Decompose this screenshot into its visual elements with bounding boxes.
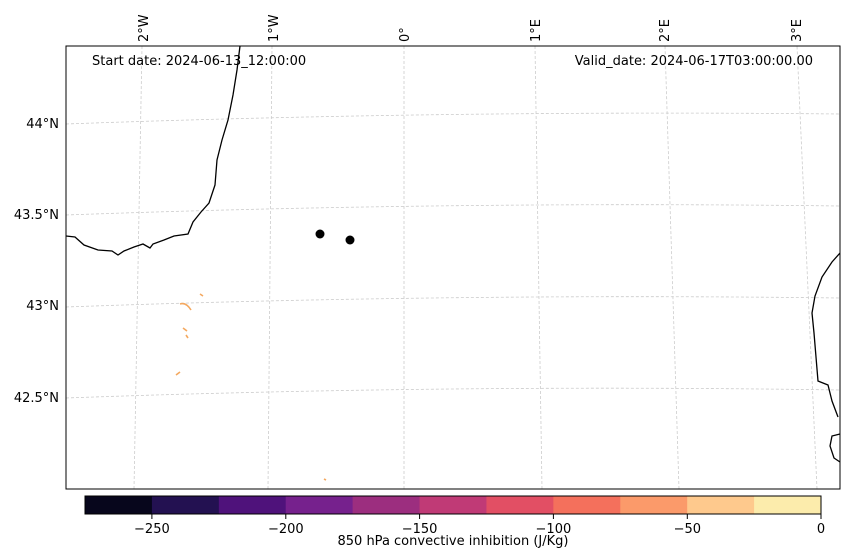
cin-patch (175, 371, 181, 376)
colorbar-label: 850 hPa convective inhibition (J/Kg) (338, 534, 569, 549)
cin-patch (179, 302, 192, 311)
start-date-label: Start date: 2024-06-13_12:00:00 (92, 54, 306, 69)
colorbar-swatch (218, 496, 287, 514)
cin-patch (185, 334, 189, 339)
coastline-west (65, 45, 241, 256)
marker-2 (345, 235, 355, 245)
coastlines (65, 45, 841, 463)
colorbar-tick-label: −250 (134, 522, 170, 537)
lon-label: 1°E (529, 19, 544, 42)
cin-patch (182, 327, 188, 332)
colorbar-swatch (352, 496, 421, 514)
colorbar-tick-label: −100 (536, 522, 572, 537)
latitude-labels: 44°N 43.5°N 43°N 42.5°N (14, 117, 59, 406)
meridian-3e (796, 45, 818, 490)
colorbar-swatch (553, 496, 621, 514)
lat-label: 42.5°N (14, 391, 59, 406)
parallel-42-5n (65, 387, 841, 399)
cin-patch (199, 293, 204, 297)
colorbar-swatch (419, 496, 487, 514)
colorbar-tick-label: −150 (402, 522, 438, 537)
lat-label: 43°N (26, 299, 59, 314)
valid-date-label: Valid_date: 2024-06-17T03:00:00.00 (575, 54, 813, 69)
cin-patch (323, 478, 327, 481)
parallel-43-5n (65, 204, 841, 216)
meridian-2w (133, 45, 143, 490)
colorbar-swatch (486, 496, 554, 514)
graticule (65, 45, 841, 490)
colorbar-swatch (687, 496, 755, 514)
map-area (66, 46, 840, 489)
colorbar-swatch (151, 496, 220, 514)
lat-label: 43.5°N (14, 208, 59, 223)
colorbar-swatch (285, 496, 354, 514)
colorbar-tick-label: −200 (268, 522, 304, 537)
parallel-44n (65, 112, 841, 125)
lat-label: 44°N (26, 117, 59, 132)
coastline-east (811, 252, 841, 418)
colorbar-tick-label: 0 (817, 522, 825, 537)
colorbar-swatch (754, 496, 822, 514)
marker-1 (315, 229, 325, 239)
colorbar: −250 −200 −150 −100 −50 0 850 hPa convec… (84, 495, 825, 549)
longitude-labels: 2°W 1°W 0° 1°E 2°E 3°E (137, 14, 805, 42)
coastline-southeast (829, 433, 841, 463)
lon-label: 2°E (658, 19, 673, 42)
lon-label: 3°E (790, 19, 805, 42)
meridian-1w (267, 45, 273, 490)
lon-label: 0° (398, 27, 413, 42)
meridian-1e (534, 45, 543, 490)
colorbar-swatch (85, 496, 153, 514)
meridian-2e (664, 45, 680, 490)
colorbar-swatches (85, 496, 822, 514)
lon-label: 1°W (267, 14, 282, 42)
colorbar-swatch (620, 496, 688, 514)
parallel-43n (65, 296, 841, 308)
colorbar-frame (84, 495, 822, 515)
lon-label: 2°W (137, 14, 152, 42)
colorbar-tick-label: −50 (674, 522, 701, 537)
cin-patches (175, 293, 327, 481)
colorbar-ticks (151, 514, 822, 519)
map-frame (65, 45, 841, 490)
